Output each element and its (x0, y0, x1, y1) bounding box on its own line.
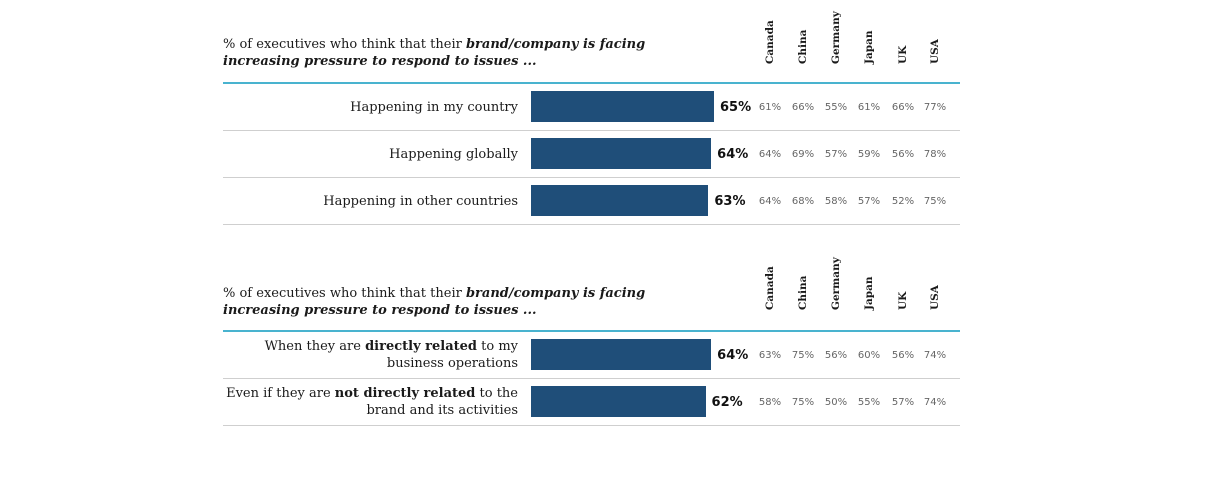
bar-value-label: 62% (711, 394, 743, 410)
row-label-text: When they are directly related to my bus… (264, 339, 518, 371)
bar-value-label: 63% (714, 193, 746, 209)
table-row: Happening in other countries 63% 64% 68% 58%… (223, 178, 960, 225)
country-value-germany: 55% (824, 101, 848, 113)
row-label-emphasis: not directly related (334, 386, 476, 401)
country-header-uk: UK (896, 262, 910, 322)
title-emphasis: brand/company is facing (465, 286, 646, 301)
chart-title: % of executives who think that their bra… (223, 285, 673, 319)
country-value-japan: 60% (857, 349, 881, 361)
country-value-usa: 74% (923, 396, 947, 408)
country-header-germany: Germany (829, 257, 843, 322)
country-header-germany: Germany (829, 11, 843, 76)
country-value-usa: 75% (923, 195, 947, 207)
country-value-china: 69% (791, 148, 815, 160)
country-value-japan: 59% (857, 148, 881, 160)
row-label: Happening in other countries (218, 178, 518, 224)
country-value-china: 68% (791, 195, 815, 207)
country-value-canada: 58% (758, 396, 782, 408)
country-value-germany: 58% (824, 195, 848, 207)
country-header-china: China (796, 262, 810, 322)
header-rule (223, 330, 960, 332)
country-header-label: Japan (863, 276, 875, 310)
country-value-germany: 57% (824, 148, 848, 160)
country-header-label: Germany (830, 257, 842, 310)
country-value-china: 75% (791, 396, 815, 408)
table-row: Even if they are not directly related to… (223, 379, 960, 426)
country-value-uk: 56% (891, 349, 915, 361)
country-value-germany: 56% (824, 349, 848, 361)
country-header-japan: Japan (862, 262, 876, 322)
header-rule (223, 82, 960, 84)
country-value-usa: 74% (923, 349, 947, 361)
country-header-canada: Canada (763, 16, 777, 76)
table-row: When they are directly related to my bus… (223, 332, 960, 379)
row-label: Happening in my country (218, 84, 518, 130)
country-value-usa: 78% (923, 148, 947, 160)
country-value-china: 75% (791, 349, 815, 361)
country-value-uk: 57% (891, 396, 915, 408)
country-header-uk: UK (896, 16, 910, 76)
row-label-text: Even if they are not directly related to… (226, 386, 518, 418)
country-header-canada: Canada (763, 262, 777, 322)
row-label: When they are directly related to my bus… (218, 332, 518, 378)
country-value-uk: 56% (891, 148, 915, 160)
country-value-canada: 63% (758, 349, 782, 361)
title-emphasis: increasing pressure to respond to issues… (223, 54, 537, 69)
country-value-china: 66% (791, 101, 815, 113)
country-header-label: Canada (764, 20, 776, 64)
country-value-canada: 64% (758, 148, 782, 160)
bar-value-label: 65% (720, 99, 752, 115)
bar (531, 91, 714, 122)
country-value-canada: 64% (758, 195, 782, 207)
country-header-label: USA (929, 39, 941, 64)
country-value-japan: 57% (857, 195, 881, 207)
bar (531, 339, 712, 370)
country-header-japan: Japan (862, 16, 876, 76)
country-header-label: China (797, 275, 809, 310)
country-value-canada: 61% (758, 101, 782, 113)
title-emphasis: brand/company is facing (465, 37, 646, 52)
table-row: Happening in my country 65% 61% 66% 55% 61% 66… (223, 84, 960, 131)
country-header-usa: USA (928, 16, 942, 76)
bar (531, 138, 712, 169)
row-label: Even if they are not directly related to… (218, 379, 518, 425)
country-header-label: UK (897, 45, 909, 64)
title-emphasis: increasing pressure to respond to issues… (223, 303, 537, 318)
row-label-text: Happening in my country (350, 99, 518, 115)
title-prefix: % of executives who think that their (223, 37, 466, 52)
country-value-usa: 77% (923, 101, 947, 113)
bar-value-label: 64% (717, 146, 749, 162)
bar (531, 386, 706, 417)
country-header-label: Canada (764, 266, 776, 310)
title-prefix: % of executives who think that their (223, 286, 466, 301)
country-value-uk: 66% (891, 101, 915, 113)
chart-title: % of executives who think that their bra… (223, 36, 673, 70)
table-row: Happening globally 64% 64% 69% 57% 59% 56% 78% (223, 131, 960, 178)
row-label: Happening globally (218, 131, 518, 177)
country-headers: Canada China Germany Japan UK USA (763, 11, 960, 78)
country-header-label: UK (897, 291, 909, 310)
country-header-label: China (797, 29, 809, 64)
bar-value-label: 64% (717, 347, 749, 363)
country-header-china: China (796, 16, 810, 76)
country-value-japan: 61% (857, 101, 881, 113)
country-headers: Canada China Germany Japan UK USA (763, 257, 960, 324)
country-header-label: USA (929, 285, 941, 310)
country-header-usa: USA (928, 262, 942, 322)
row-label-text: Happening in other countries (323, 193, 518, 209)
row-label-emphasis: directly related (365, 339, 477, 354)
country-value-uk: 52% (891, 195, 915, 207)
country-header-label: Germany (830, 11, 842, 64)
country-value-germany: 50% (824, 396, 848, 408)
bar (531, 185, 709, 216)
country-header-label: Japan (863, 30, 875, 64)
row-label-text: Happening globally (389, 146, 518, 162)
country-value-japan: 55% (857, 396, 881, 408)
